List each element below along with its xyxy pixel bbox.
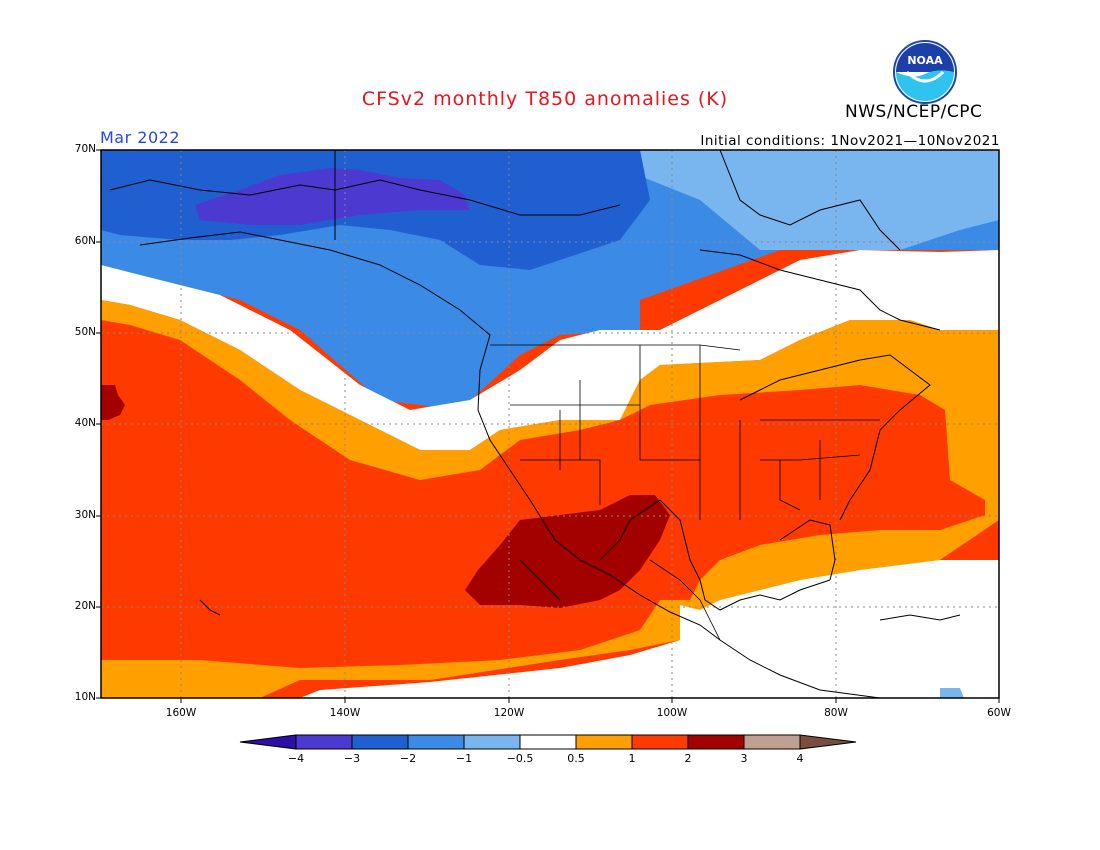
colorbar-swatch — [351, 734, 409, 750]
noaa-logo: NOAA — [893, 40, 957, 104]
colorbar-tick-label: −1 — [455, 752, 473, 765]
logo-text: NOAA — [907, 54, 943, 67]
lat-label-30n: 30N — [74, 509, 96, 521]
colorbar-swatch — [463, 734, 521, 750]
colorbar-tick-label: 2 — [684, 752, 692, 765]
colorbar-tick-label: 0.5 — [567, 752, 585, 765]
lon-ticks — [180, 698, 1000, 703]
colorbar-tick-label: −0.5 — [506, 752, 534, 765]
anomaly-field — [101, 150, 999, 698]
anomaly-pos1-region — [101, 320, 985, 668]
colorbar-swatch — [687, 734, 745, 750]
colorbar-tick-label: −3 — [343, 752, 361, 765]
colorbar-arrow-low — [239, 734, 297, 750]
anomaly-zero-band — [101, 250, 999, 450]
colorbar-swatch — [743, 734, 801, 750]
lat-label-60n: 60N — [74, 235, 96, 247]
initial-conditions: Initial conditions: 1Nov2021—10Nov2021 — [700, 133, 1000, 149]
colorbar-tick-label: −2 — [399, 752, 417, 765]
anomaly-neg05-region — [560, 150, 999, 250]
colorbar-tick-label: −4 — [287, 752, 305, 765]
colorbar-tick-label: 4 — [796, 752, 804, 765]
lat-label-10n: 10N — [74, 691, 96, 703]
lon-label-140w: 140W — [329, 707, 361, 719]
colorbar-tick-label: 1 — [628, 752, 636, 765]
lat-label-40n: 40N — [74, 417, 96, 429]
graticule — [101, 150, 999, 698]
anomaly-neg3-region — [195, 168, 470, 225]
lon-label-60w: 60W — [987, 707, 1011, 719]
colorbar-swatch — [519, 734, 577, 750]
colorbar-tick-label: 3 — [740, 752, 748, 765]
lon-label-80w: 80W — [824, 707, 848, 719]
lat-ticks — [96, 149, 101, 699]
anomaly-zero-south — [300, 560, 999, 698]
anomaly-neg05-corner — [940, 688, 964, 698]
colorbar-swatch — [575, 734, 633, 750]
anomaly-pos2-small-region — [101, 385, 125, 420]
political-boundaries — [490, 344, 880, 641]
map-title: CFSv2 monthly T850 anomalies (K) — [361, 88, 729, 110]
lon-label-160w: 160W — [165, 707, 197, 719]
lat-label-20n: 20N — [74, 600, 96, 612]
colorbar-swatch — [295, 734, 353, 750]
lat-label-70n: 70N — [74, 143, 96, 155]
valid-month: Mar 2022 — [100, 128, 180, 147]
lon-label-120w: 120W — [493, 707, 525, 719]
lat-label-50n: 50N — [74, 326, 96, 338]
colorbar-swatch — [631, 734, 689, 750]
colorbar-swatch — [407, 734, 465, 750]
anomaly-pos2-region — [465, 495, 670, 608]
lon-label-100w: 100W — [656, 707, 688, 719]
colorbar — [239, 734, 857, 750]
agency-label: NWS/NCEP/CPC — [845, 102, 983, 122]
colorbar-arrow-high — [799, 734, 857, 750]
